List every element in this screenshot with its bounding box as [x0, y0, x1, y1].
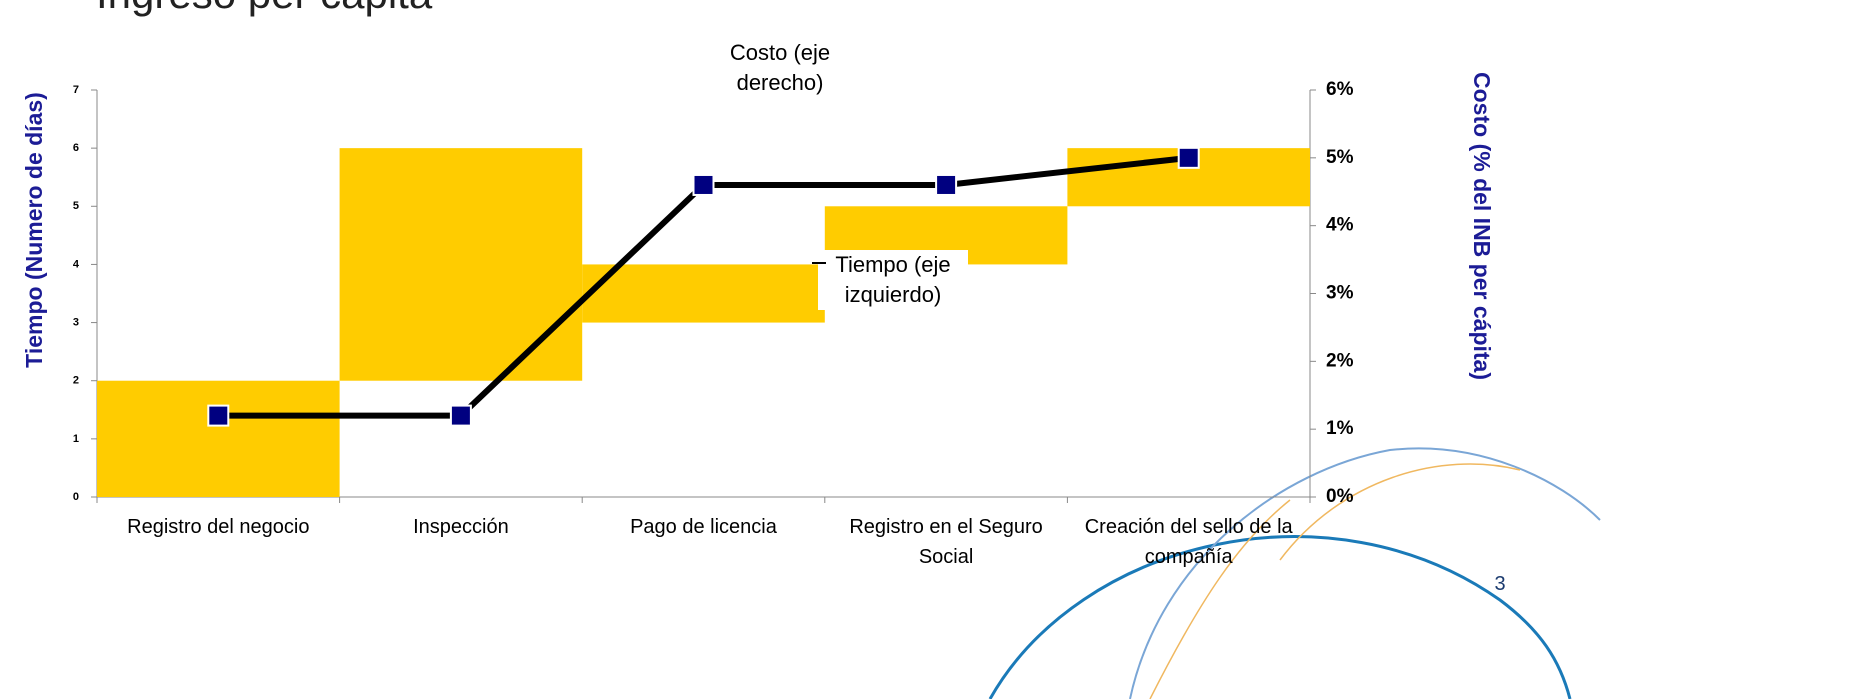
- y2-tick-label: 3%: [1326, 283, 1354, 304]
- y2-axis-title: Costo (% del INB per cápita): [1469, 72, 1495, 380]
- y-tick-label: 0: [73, 491, 79, 503]
- x-tick-label-box: Inspección: [413, 516, 509, 538]
- y2-tick-label: 5%: [1326, 147, 1354, 168]
- bar: [339, 148, 583, 381]
- x-tick-label: Inspección: [413, 516, 509, 538]
- x-tick-label-box: Creación del sello de la compañía: [1084, 516, 1293, 568]
- line-marker: [207, 404, 230, 427]
- y2-tick-label: 6%: [1326, 79, 1354, 100]
- y-tick-label: 5: [73, 200, 79, 212]
- y2-tick-label: 2%: [1326, 350, 1354, 371]
- bar: [97, 380, 340, 497]
- series-annotation-box: Costo (eje derecho): [729, 40, 831, 95]
- x-tick-label: Pago de licencia: [630, 516, 777, 538]
- page-number: 3: [1494, 573, 1505, 595]
- line-marker: [692, 173, 715, 196]
- bar: [582, 264, 825, 323]
- slide-title: Ingreso per cápita: [96, 0, 433, 17]
- x-tick-label: Creación del sello de la compañía: [1084, 516, 1293, 568]
- y2-tick-label: 1%: [1326, 418, 1354, 439]
- x-tick-label-box: Registro del negocio: [127, 516, 310, 538]
- y-axis-title: Tiempo (Numero de días): [21, 92, 47, 368]
- y-tick-label: 2: [73, 375, 79, 387]
- y-tick-label: 4: [73, 258, 80, 270]
- line-marker: [449, 404, 472, 427]
- x-tick-label-box: Registro en el Seguro Social: [849, 516, 1043, 568]
- series-annotation: Costo (eje derecho): [729, 40, 831, 95]
- y-tick-label: 3: [73, 316, 79, 328]
- line-marker: [935, 173, 958, 196]
- x-tick-label-box: Pago de licencia: [630, 516, 777, 538]
- series-annotation-box: Tiempo (eje izquierdo): [818, 250, 968, 310]
- y-tick-label: 6: [73, 142, 79, 154]
- x-tick-label: Registro del negocio: [127, 516, 310, 538]
- y2-tick-label: 4%: [1326, 215, 1354, 236]
- series-annotation: Tiempo (eje izquierdo): [818, 250, 968, 310]
- y2-tick-label: 0%: [1326, 486, 1354, 507]
- line-marker: [1177, 146, 1200, 169]
- decoration: [988, 447, 1601, 699]
- y-tick-label: 1: [73, 433, 79, 445]
- x-tick-label: Registro en el Seguro Social: [849, 516, 1043, 568]
- y-tick-label: 7: [73, 84, 79, 96]
